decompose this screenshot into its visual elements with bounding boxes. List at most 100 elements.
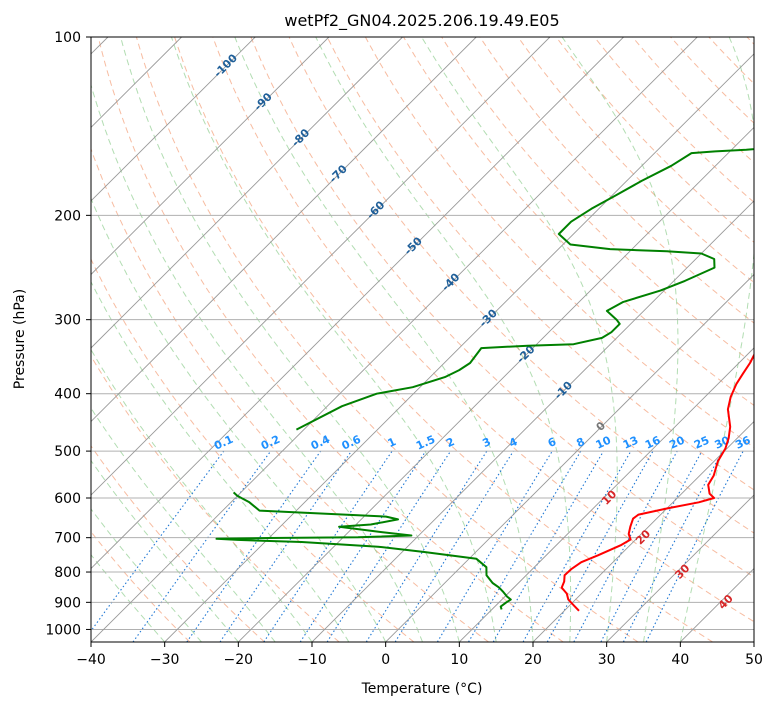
mixing-ratio-line — [573, 450, 678, 642]
y-tick-label: 400 — [54, 387, 81, 403]
mixing-ratio-label: 10 — [594, 433, 614, 451]
dry-adiabat — [91, 445, 265, 642]
isotherm-label: -40 — [439, 270, 462, 293]
dewpoint-profile-lower — [215, 491, 512, 610]
isotherm-label: -30 — [477, 306, 500, 329]
mixing-ratio-line — [394, 450, 514, 642]
mixing-ratio-label: 1.5 — [414, 433, 437, 453]
y-tick-label: 200 — [54, 208, 81, 224]
moist-adiabat — [421, 37, 618, 642]
dry-adiabat — [250, 37, 754, 578]
mixing-ratio-line — [91, 450, 225, 632]
mixing-ratio-label: 6 — [546, 435, 559, 450]
dewpoint-profile-upper — [295, 148, 754, 431]
dry-adiabat — [364, 37, 754, 448]
dry-adiabat — [746, 37, 754, 45]
dry-adiabat — [91, 530, 191, 642]
isotherm — [459, 347, 754, 642]
mixing-ratio-label: 0.4 — [309, 433, 332, 453]
isotherm — [164, 53, 754, 642]
isotherm — [680, 567, 754, 642]
x-axis: −40 −30 −20 −10 0 10 20 30 40 50 — [76, 642, 763, 668]
moist-adiabat — [679, 37, 754, 642]
isotherm — [753, 641, 754, 642]
mixing-ratio-label: 20 — [667, 433, 687, 451]
chart-title: wetPf2_GN04.2025.206.19.49.E05 — [284, 11, 559, 31]
plot-area: 0.1 0.2 0.4 0.6 1 1.5 2 3 4 6 8 10 13 16 20 25 30 36-100-… — [91, 37, 754, 642]
isotherm — [311, 200, 754, 642]
dry-adiabat — [97, 37, 564, 642]
mixing-ratio-label: 13 — [621, 434, 640, 452]
isotherm — [91, 37, 698, 642]
x-tick-label: 40 — [671, 652, 689, 668]
plot-frame — [90, 36, 755, 643]
dry-adiabat — [91, 355, 340, 642]
y-tick-label: 500 — [54, 444, 81, 460]
moist-adiabat — [91, 459, 239, 642]
dry-adiabat — [479, 37, 754, 324]
dry-adiabat — [288, 37, 754, 534]
mixing-ratio-label: 30 — [713, 433, 733, 451]
dry-adiabat — [326, 37, 754, 491]
mixing-ratio-label: 1 — [386, 435, 398, 450]
moist-adiabat — [91, 83, 423, 642]
y-axis: 100 200 300 400 500 600 700 800 900 1000 — [45, 30, 91, 638]
mixing-ratio-label: 0.6 — [340, 433, 363, 453]
dry-adiabat-label: 30 — [672, 561, 692, 581]
moist-adiabat — [91, 508, 202, 642]
dry-adiabat — [91, 258, 415, 642]
mixing-ratio-line — [546, 450, 654, 642]
mixing-ratio-label: 16 — [643, 433, 663, 451]
dry-adiabat — [212, 37, 754, 623]
isotherm — [91, 37, 256, 202]
isotherms — [91, 37, 754, 642]
y-tick-label: 300 — [54, 313, 81, 329]
x-tick-label: −30 — [150, 652, 180, 668]
mixing-ratio-label: 36 — [733, 433, 753, 451]
moist-adiabat — [91, 407, 276, 642]
mixing-ratio-line — [326, 450, 452, 642]
mixing-ratio-label: 4 — [507, 435, 520, 450]
dry-adiabat — [708, 37, 754, 85]
moist-adiabat — [171, 37, 497, 642]
x-tick-label: 20 — [524, 652, 542, 668]
moist-adiabat — [561, 37, 679, 642]
isotherm — [91, 37, 624, 570]
dry-adiabat — [632, 37, 754, 164]
dry-adiabat — [135, 37, 639, 642]
isotherm — [91, 37, 551, 496]
mixing-ratio-label: 3 — [480, 435, 492, 450]
mixing-ratio-lines — [91, 450, 744, 642]
mixing-ratio-line — [522, 450, 632, 642]
y-tick-label: 600 — [54, 491, 81, 507]
moist-adiabat — [234, 37, 534, 642]
isotherm — [385, 273, 754, 642]
mixing-ratio-line — [436, 450, 553, 642]
isotherm — [606, 494, 754, 642]
dry-adiabat — [403, 37, 754, 407]
moist-adiabats — [91, 37, 754, 642]
mixing-ratio-label: 2 — [444, 435, 456, 450]
isotherm-label: -60 — [364, 198, 387, 221]
x-tick-label: −10 — [297, 652, 327, 668]
isotherm — [91, 37, 477, 423]
dry-adiabat — [517, 37, 754, 284]
x-tick-label: 30 — [598, 652, 616, 668]
isotherm — [91, 37, 330, 276]
mixing-ratio-line — [186, 450, 322, 642]
isotherm — [238, 126, 754, 642]
y-axis-label: Pressure (hPa) — [12, 289, 28, 389]
moist-adiabat — [120, 37, 460, 642]
mixing-ratio-line — [219, 450, 352, 642]
dry-adiabat — [555, 37, 754, 243]
mixing-ratio-line — [492, 450, 604, 642]
dry-adiabat — [593, 37, 754, 203]
y-tick-label: 900 — [54, 595, 81, 611]
x-tick-label: 10 — [450, 652, 468, 668]
isotherm — [91, 37, 403, 349]
dry-adiabat — [174, 37, 713, 642]
dry-adiabat-label: 10 — [599, 487, 619, 507]
dry-adiabat-label: 20 — [633, 527, 653, 547]
mixing-ratio-line — [468, 450, 582, 642]
